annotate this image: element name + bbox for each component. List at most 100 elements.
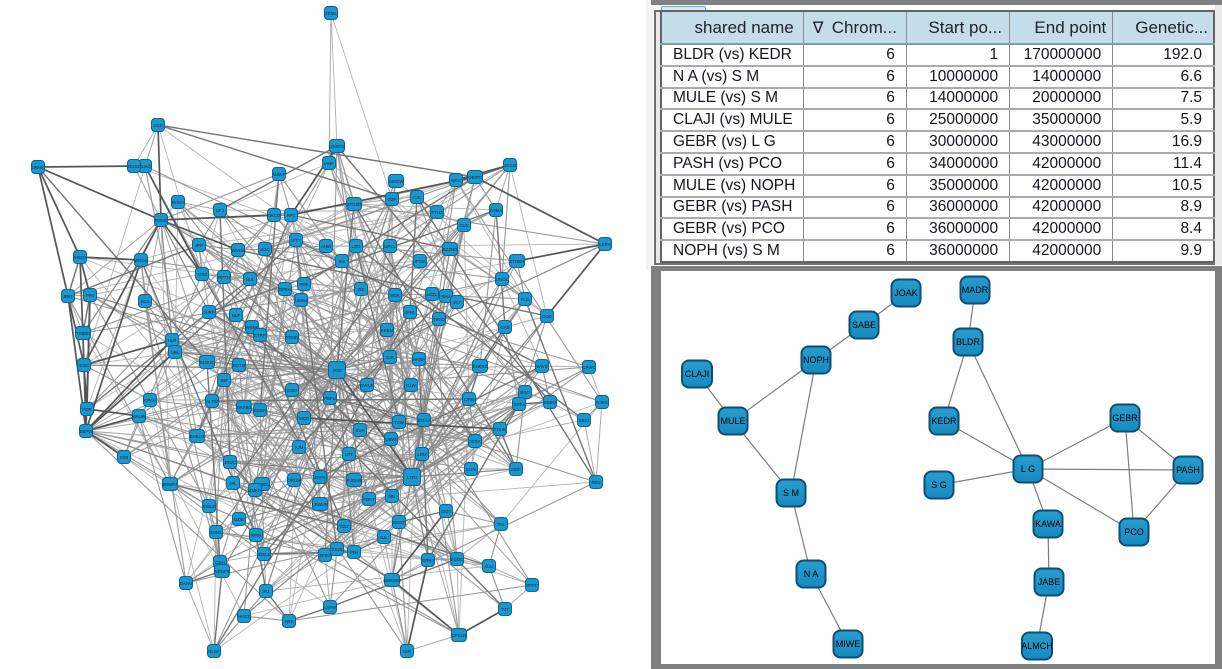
- svg-text:KAWA: KAWA: [1035, 519, 1061, 529]
- svg-text:GAB: GAB: [500, 325, 509, 330]
- svg-text:OIR: OIR: [403, 649, 411, 654]
- svg-text:SICE: SICE: [299, 416, 309, 421]
- svg-text:UFJ: UFJ: [216, 208, 224, 213]
- svg-text:ROTM: ROTM: [233, 363, 246, 368]
- svg-text:OIGT: OIGT: [441, 509, 452, 514]
- svg-text:ZMKP: ZMKP: [249, 488, 261, 493]
- svg-text:UNOL: UNOL: [496, 277, 509, 282]
- svg-text:BLDR: BLDR: [956, 337, 981, 347]
- svg-text:FTHZ: FTHZ: [432, 210, 443, 215]
- svg-text:CHAI: CHAI: [466, 467, 476, 472]
- svg-text:LPT: LPT: [345, 452, 353, 457]
- svg-text:BNNPH: BNNPH: [162, 482, 177, 487]
- svg-text:DUSZ: DUSZ: [128, 164, 140, 169]
- svg-text:BGC: BGC: [520, 390, 529, 395]
- svg-text:BJL: BJL: [380, 535, 388, 540]
- svg-text:UPCL: UPCL: [384, 244, 396, 249]
- svg-text:HHZZ: HHZZ: [238, 614, 250, 619]
- svg-text:SSJN: SSJN: [332, 547, 343, 552]
- svg-text:DOAA: DOAA: [418, 418, 430, 423]
- svg-text:PCO: PCO: [1124, 527, 1144, 537]
- svg-text:ELB: ELB: [460, 223, 468, 228]
- svg-text:UMWI: UMWI: [295, 298, 307, 303]
- svg-text:APC: APC: [287, 213, 296, 218]
- svg-text:THL: THL: [497, 522, 506, 527]
- svg-text:CIRB: CIRB: [464, 397, 474, 402]
- svg-text:FOMA: FOMA: [490, 208, 503, 213]
- svg-text:IOOU: IOOU: [514, 402, 525, 407]
- svg-text:IMI: IMI: [339, 259, 345, 264]
- svg-text:CPWC: CPWC: [582, 365, 595, 370]
- svg-text:REN: REN: [591, 480, 600, 485]
- svg-text:ETRP: ETRP: [254, 333, 266, 338]
- svg-text:IFGB: IFGB: [415, 259, 425, 264]
- svg-text:NDNPS: NDNPS: [214, 569, 229, 574]
- svg-text:BZZNO: BZZNO: [443, 247, 458, 252]
- svg-text:JKDI: JKDI: [332, 368, 341, 373]
- svg-text:L G: L G: [1021, 464, 1035, 474]
- svg-text:IRJ: IRJ: [263, 589, 269, 594]
- svg-text:JSRA: JSRA: [470, 439, 481, 444]
- svg-text:S G: S G: [931, 480, 947, 490]
- svg-text:DCS: DCS: [140, 299, 149, 304]
- svg-text:TEGD: TEGD: [433, 317, 445, 322]
- svg-text:PMK: PMK: [299, 282, 308, 287]
- svg-text:JRUC: JRUC: [224, 460, 235, 465]
- svg-text:ZUML: ZUML: [210, 530, 222, 535]
- svg-text:IANF: IANF: [324, 161, 334, 166]
- svg-text:KGD: KGD: [260, 247, 269, 252]
- svg-text:PIM: PIM: [86, 293, 94, 298]
- svg-text:SABE: SABE: [852, 320, 876, 330]
- svg-text:EIDF: EIDF: [511, 467, 521, 472]
- svg-text:WSNF: WSNF: [246, 325, 259, 330]
- svg-text:FEMG: FEMG: [155, 218, 168, 223]
- svg-text:HLR: HLR: [168, 338, 177, 343]
- svg-text:AOM: AOM: [197, 272, 207, 277]
- svg-text:GEBR: GEBR: [1112, 413, 1138, 423]
- svg-text:MIWE: MIWE: [836, 639, 861, 649]
- svg-text:FLG: FLG: [521, 297, 530, 302]
- svg-text:WNGD: WNGD: [134, 258, 148, 263]
- svg-text:KBBG: KBBG: [544, 400, 557, 405]
- svg-text:LKPH: LKPH: [599, 242, 610, 247]
- svg-text:BHKLO: BHKLO: [190, 434, 205, 439]
- svg-text:PPPF: PPPF: [526, 583, 538, 588]
- svg-text:MSNT: MSNT: [273, 172, 286, 177]
- svg-text:PASH: PASH: [1176, 465, 1200, 475]
- svg-text:UNHE: UNHE: [32, 165, 44, 170]
- svg-text:OKCD: OKCD: [268, 213, 280, 218]
- svg-text:CPAK: CPAK: [144, 398, 156, 403]
- svg-text:ZRPK: ZRPK: [314, 475, 326, 480]
- svg-text:RPIH: RPIH: [251, 533, 261, 538]
- svg-text:BGBR: BGBR: [254, 408, 266, 413]
- svg-text:OEGT: OEGT: [393, 520, 406, 525]
- svg-text:GIOCW: GIOCW: [388, 179, 404, 184]
- svg-text:LRM: LRM: [417, 452, 426, 457]
- svg-text:NUL: NUL: [246, 277, 255, 282]
- svg-text:TGIZ: TGIZ: [339, 524, 349, 529]
- svg-text:THUB: THUB: [494, 427, 506, 432]
- svg-text:RAU: RAU: [441, 294, 450, 299]
- svg-text:JURF: JURF: [204, 310, 215, 315]
- svg-text:AJM: AJM: [295, 445, 304, 450]
- svg-text:TSW: TSW: [394, 420, 404, 425]
- svg-text:CIE: CIE: [413, 195, 420, 200]
- svg-text:WWS: WWS: [537, 364, 548, 369]
- svg-text:EDOC: EDOC: [451, 557, 463, 562]
- svg-text:DLGUC: DLGUC: [199, 360, 214, 365]
- svg-text:WSLZ: WSLZ: [258, 552, 270, 557]
- svg-text:ZDI: ZDI: [358, 287, 365, 292]
- svg-text:UHSCN: UHSCN: [329, 144, 344, 149]
- svg-text:UBWI: UBWI: [385, 437, 396, 442]
- svg-text:MULE: MULE: [720, 416, 745, 426]
- svg-text:MAUW: MAUW: [132, 414, 147, 419]
- svg-text:JABE: JABE: [1038, 577, 1061, 587]
- svg-text:ZPZO: ZPZO: [319, 553, 331, 558]
- svg-text:ALTW: ALTW: [206, 399, 219, 404]
- svg-text:PEH: PEH: [350, 550, 359, 555]
- svg-text:GLW: GLW: [406, 383, 416, 388]
- svg-text:SUA: SUA: [356, 428, 365, 433]
- svg-text:JPR: JPR: [195, 243, 203, 248]
- svg-text:EMLZ: EMLZ: [203, 504, 215, 509]
- svg-text:KKEM: KKEM: [381, 328, 394, 333]
